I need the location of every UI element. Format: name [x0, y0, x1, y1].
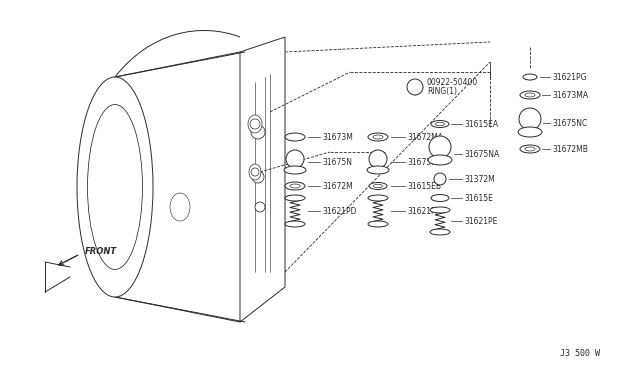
Ellipse shape — [285, 182, 305, 190]
Ellipse shape — [368, 195, 388, 201]
Text: J3 500 W: J3 500 W — [560, 350, 600, 359]
Ellipse shape — [520, 145, 540, 153]
Circle shape — [369, 150, 387, 168]
Text: 31675NB: 31675NB — [407, 157, 442, 167]
Text: 31672MB: 31672MB — [552, 144, 588, 154]
Ellipse shape — [435, 122, 445, 126]
Text: 31615E: 31615E — [464, 193, 493, 202]
Circle shape — [434, 173, 446, 185]
Ellipse shape — [373, 135, 383, 139]
Ellipse shape — [88, 105, 143, 269]
Ellipse shape — [428, 155, 452, 165]
Ellipse shape — [285, 195, 305, 201]
Circle shape — [251, 125, 265, 139]
Text: 31372M: 31372M — [464, 174, 495, 183]
Ellipse shape — [368, 133, 388, 141]
Ellipse shape — [368, 221, 388, 227]
Ellipse shape — [285, 133, 305, 141]
Text: 31621PG: 31621PG — [552, 73, 586, 81]
Ellipse shape — [369, 183, 387, 189]
Ellipse shape — [285, 221, 305, 227]
Text: 31621PE: 31621PE — [464, 217, 497, 225]
Ellipse shape — [431, 195, 449, 202]
Circle shape — [252, 171, 264, 183]
Text: 31621PD: 31621PD — [322, 206, 356, 215]
Circle shape — [286, 150, 304, 168]
Text: 31672M: 31672M — [322, 182, 353, 190]
Text: 31621PF: 31621PF — [407, 206, 440, 215]
Circle shape — [407, 79, 423, 95]
Ellipse shape — [518, 127, 542, 137]
Ellipse shape — [431, 121, 449, 128]
Ellipse shape — [284, 166, 306, 174]
Circle shape — [255, 202, 265, 212]
Ellipse shape — [77, 77, 153, 297]
Text: 31673M: 31673M — [322, 132, 353, 141]
Circle shape — [429, 136, 451, 158]
Ellipse shape — [430, 207, 450, 213]
Circle shape — [250, 119, 260, 129]
Text: 31672MA: 31672MA — [407, 132, 443, 141]
Ellipse shape — [367, 166, 389, 174]
Ellipse shape — [430, 229, 450, 235]
Text: 00922-50400: 00922-50400 — [427, 77, 478, 87]
Ellipse shape — [520, 91, 540, 99]
Ellipse shape — [248, 115, 262, 133]
Text: 31615EA: 31615EA — [464, 119, 498, 128]
Ellipse shape — [525, 93, 535, 97]
Circle shape — [519, 108, 541, 130]
Text: 31675N: 31675N — [322, 157, 352, 167]
Ellipse shape — [249, 164, 261, 180]
Ellipse shape — [290, 184, 300, 188]
Text: 31675NC: 31675NC — [552, 119, 588, 128]
Text: 31675NA: 31675NA — [464, 150, 499, 158]
Ellipse shape — [170, 193, 190, 221]
Text: RING(1): RING(1) — [427, 87, 457, 96]
Ellipse shape — [523, 74, 537, 80]
Text: 31673MA: 31673MA — [552, 90, 588, 99]
Ellipse shape — [525, 147, 535, 151]
Circle shape — [251, 168, 259, 176]
Ellipse shape — [374, 184, 383, 188]
Text: FRONT: FRONT — [85, 247, 117, 257]
Text: 31615EB: 31615EB — [407, 182, 441, 190]
